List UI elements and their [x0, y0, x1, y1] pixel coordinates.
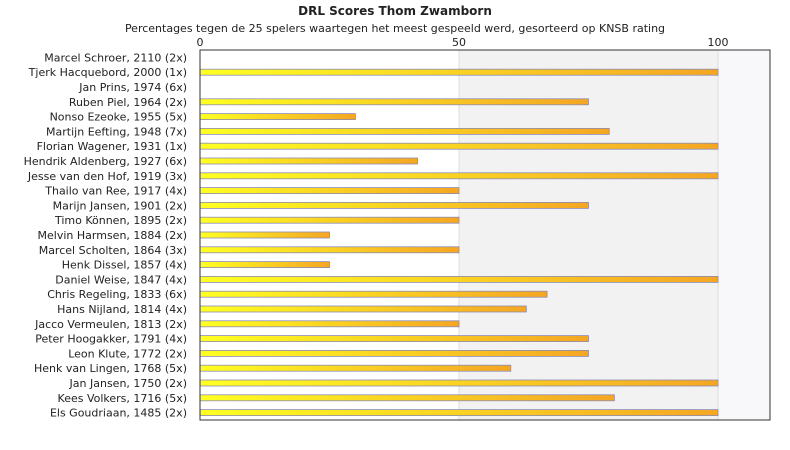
- bar: [199, 187, 460, 195]
- category-label: Daniel Weise, 1847 (4x): [55, 273, 187, 286]
- plot-band: [459, 50, 718, 420]
- category-label: Marcel Scholten, 1864 (3x): [39, 244, 187, 257]
- category-label: Leon Klute, 1772 (2x): [68, 347, 187, 360]
- category-label: Jan Prins, 1974 (6x): [78, 81, 187, 94]
- category-label: Nonso Ezeoke, 1955 (5x): [50, 111, 187, 124]
- category-label: Marcel Schroer, 2110 (2x): [44, 51, 187, 64]
- bar: [199, 127, 610, 135]
- category-label: Jan Jansen, 1750 (2x): [69, 377, 187, 390]
- category-label: Jesse van den Hof, 1919 (3x): [27, 170, 187, 183]
- bar: [199, 172, 719, 180]
- bar: [199, 142, 719, 150]
- bar: [199, 394, 615, 402]
- chart-title: DRL Scores Thom Zwamborn: [298, 4, 492, 18]
- x-tick-label: 100: [708, 36, 729, 49]
- plot-frame: [199, 49, 771, 421]
- category-label: Marijn Jansen, 1901 (2x): [53, 199, 187, 212]
- bar: [199, 320, 460, 328]
- category-label: Thailo van Ree, 1917 (4x): [44, 185, 187, 198]
- bar: [199, 216, 460, 224]
- bar: [199, 379, 719, 387]
- bar: [199, 113, 356, 120]
- category-label: Hendrik Aldenberg, 1927 (6x): [24, 155, 187, 168]
- bar: [199, 305, 527, 313]
- category-label: Kees Volkers, 1716 (5x): [58, 392, 187, 405]
- plot-band: [718, 50, 770, 420]
- bar: [199, 290, 548, 298]
- bar: [199, 157, 418, 165]
- bar: [199, 246, 460, 254]
- category-label: Henk van Lingen, 1768 (5x): [34, 362, 187, 375]
- bar: [199, 349, 589, 357]
- x-tick-label: 50: [452, 36, 466, 49]
- bar: [199, 335, 589, 343]
- category-label: Hans Nijland, 1814 (4x): [57, 303, 187, 316]
- bar: [199, 364, 512, 372]
- bar: [199, 261, 330, 269]
- category-label: Chris Regeling, 1833 (6x): [47, 288, 187, 301]
- category-label: Melvin Harmsen, 1884 (2x): [38, 229, 187, 242]
- category-label: Florian Wagener, 1931 (1x): [37, 140, 187, 153]
- bar: [199, 275, 719, 283]
- x-tick-label: 0: [197, 36, 204, 49]
- category-label: Ruben Piel, 1964 (2x): [69, 96, 187, 109]
- bar: [199, 98, 589, 106]
- category-label: Tjerk Hacquebord, 2000 (1x): [28, 66, 187, 79]
- category-label: Martijn Eefting, 1948 (7x): [46, 125, 187, 138]
- bar: [199, 68, 719, 76]
- category-label: Jacco Vermeulen, 1813 (2x): [34, 318, 187, 331]
- bar: [199, 201, 589, 209]
- bar: [199, 231, 330, 239]
- bar: [199, 409, 719, 417]
- category-label: Els Goudriaan, 1485 (2x): [50, 407, 187, 420]
- category-label: Timo Können, 1895 (2x): [54, 214, 187, 227]
- category-label: Peter Hoogakker, 1791 (4x): [35, 333, 187, 346]
- category-label: Henk Dissel, 1857 (4x): [62, 259, 187, 272]
- chart-subtitle: Percentages tegen de 25 spelers waartege…: [124, 22, 666, 35]
